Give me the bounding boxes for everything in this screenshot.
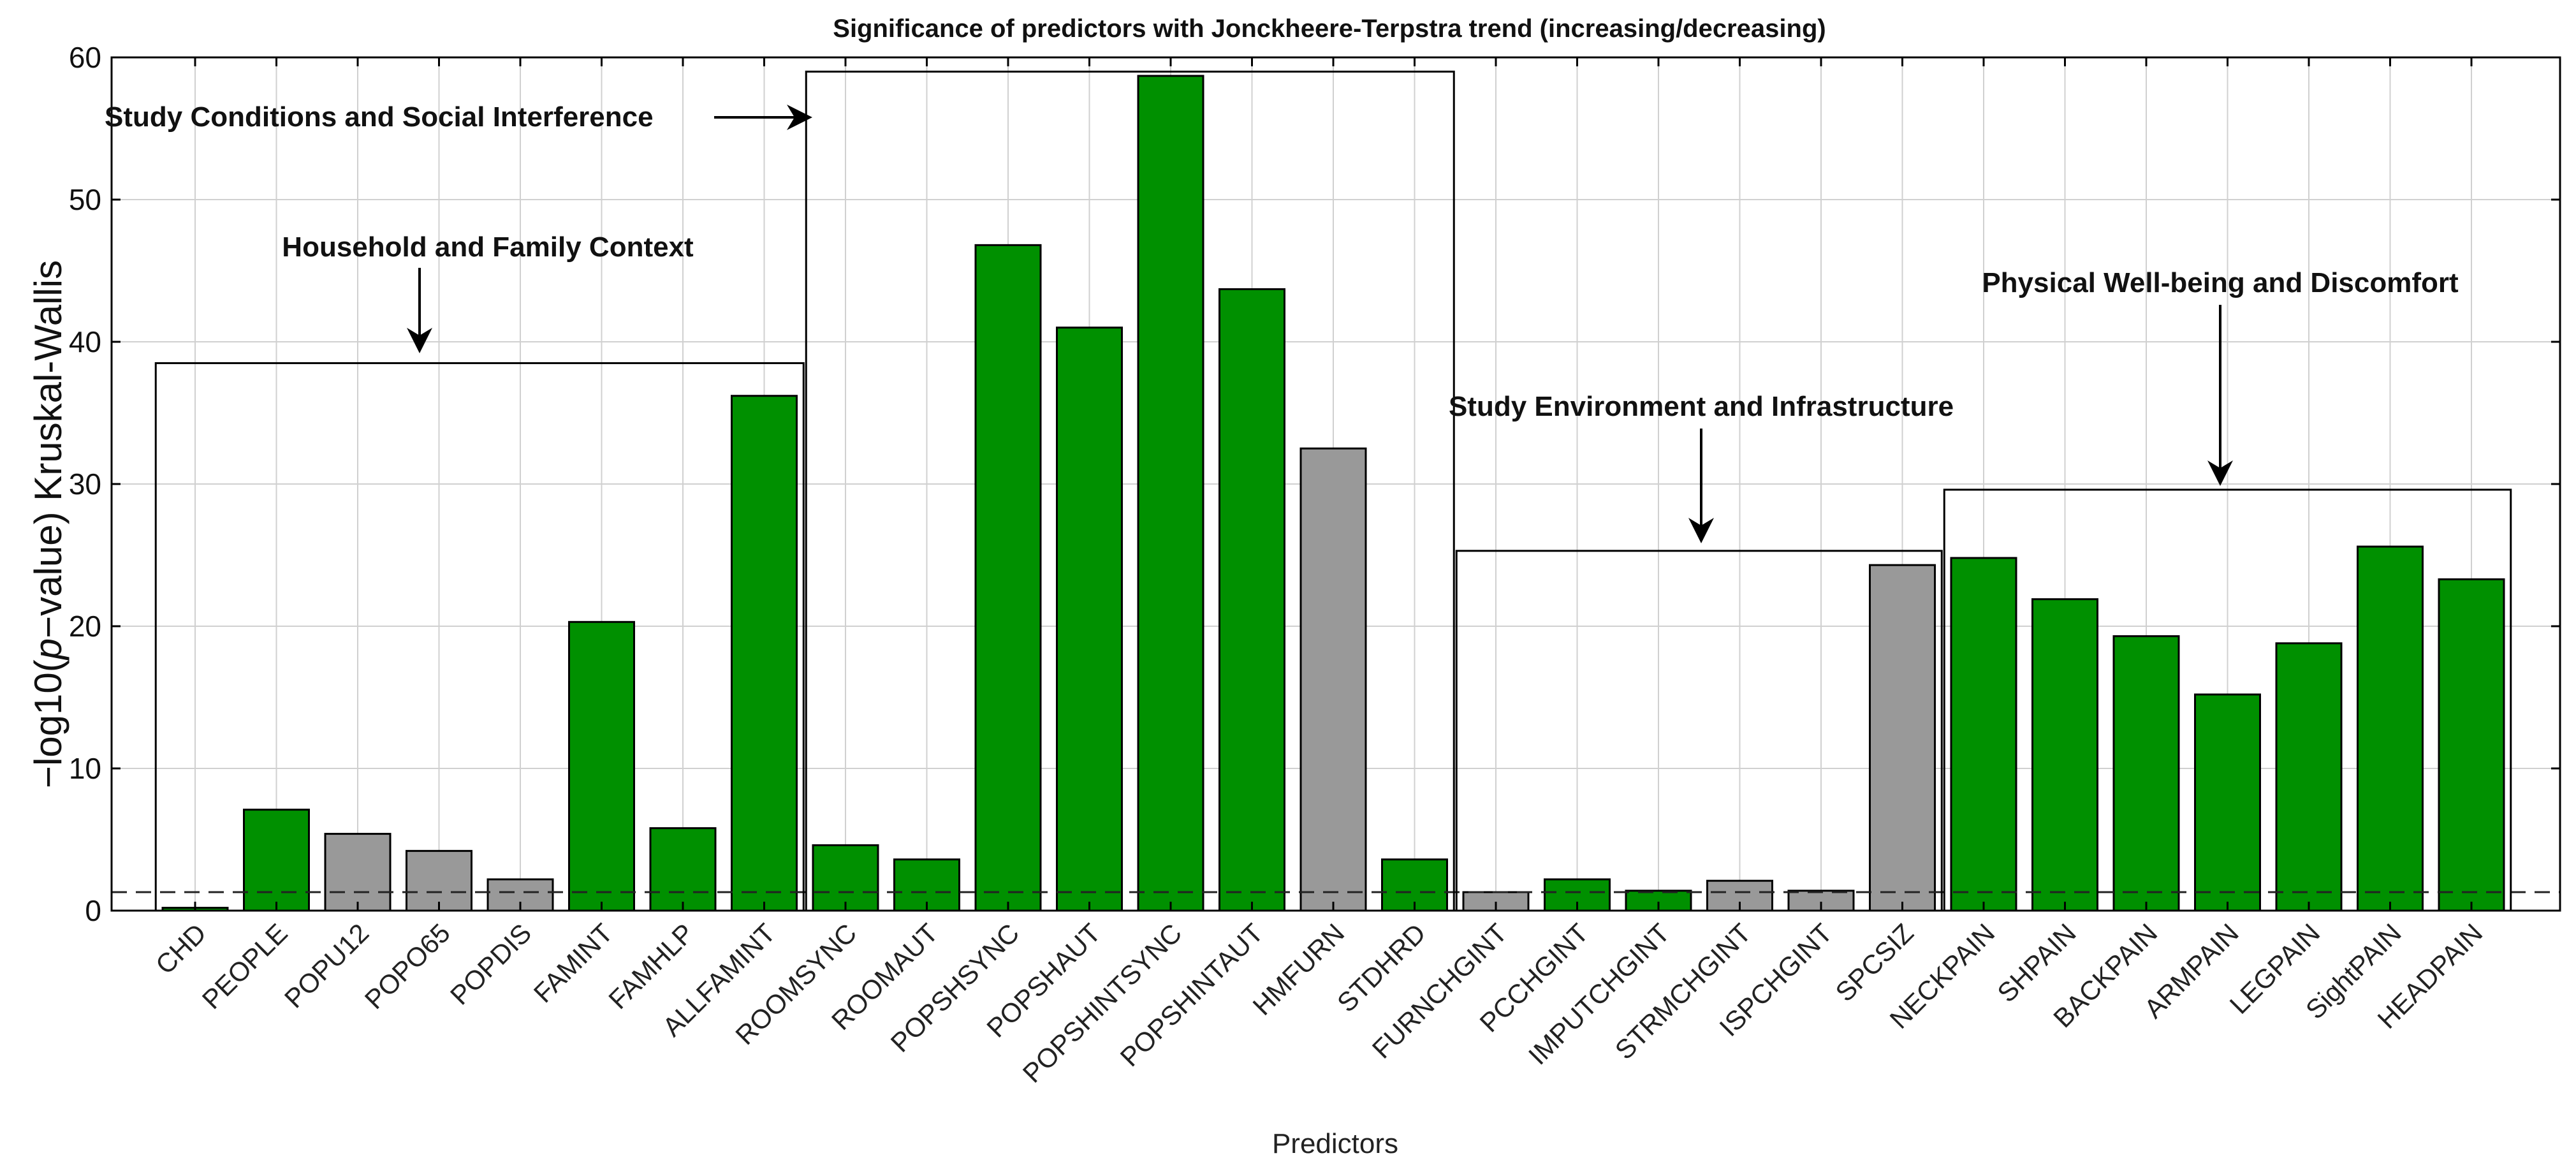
bar-people bbox=[243, 809, 310, 912]
bar-headpain bbox=[2438, 578, 2505, 912]
bar-popshaut bbox=[1056, 327, 1123, 912]
bar-spcsiz bbox=[1869, 564, 1936, 912]
bar-hmfurn bbox=[1299, 447, 1367, 912]
x-tick-label: POPDIS bbox=[444, 918, 537, 1010]
bar-backpain bbox=[2112, 635, 2180, 912]
y-axis-label: −log10(p−value) Kruskal-Wallis bbox=[27, 260, 70, 788]
bar-legpain bbox=[2275, 642, 2343, 912]
x-tick-label: POPU12 bbox=[279, 918, 374, 1013]
y-tick-label: 30 bbox=[69, 467, 101, 501]
bar-armpain bbox=[2194, 693, 2261, 912]
bar-famhlp bbox=[649, 827, 717, 912]
group-label: Study Environment and Infrastructure bbox=[1449, 391, 1954, 422]
bar-popu12 bbox=[324, 833, 392, 912]
y-tick-label: 20 bbox=[69, 610, 101, 643]
bar-popshintaut bbox=[1218, 288, 1285, 912]
y-axis-label-prefix: −log10( bbox=[27, 659, 70, 788]
bar-allfamint bbox=[731, 395, 798, 912]
x-axis-label: Predictors bbox=[1272, 1128, 1398, 1159]
bar-famint bbox=[568, 620, 635, 912]
group-label: Physical Well-being and Discomfort bbox=[1982, 267, 2459, 298]
x-tick-label: POPSHINTAUT bbox=[1115, 918, 1269, 1072]
group-box bbox=[154, 362, 805, 912]
y-tick-label: 0 bbox=[85, 894, 101, 927]
y-tick-label: 10 bbox=[69, 752, 101, 785]
group-label: Study Conditions and Social Interference bbox=[105, 101, 654, 133]
bar-sightpain bbox=[2357, 545, 2424, 912]
x-tick-label: IMPUTCHGINT bbox=[1523, 918, 1675, 1070]
y-axis-label-suffix: −value) Kruskal-Wallis bbox=[27, 260, 70, 638]
plot-area: 0 10 20 30 40 50 60 CHDPEOPLEPOPU12POPO65POPDIS… bbox=[69, 41, 2561, 1089]
x-tick-label: CHD bbox=[150, 918, 212, 980]
bar-popshsync bbox=[974, 244, 1042, 912]
bar-roomsync bbox=[812, 844, 879, 912]
group-box bbox=[1943, 488, 2512, 912]
y-tick-label: 50 bbox=[69, 183, 101, 216]
bar-popshintsync bbox=[1137, 75, 1204, 912]
y-tick-label: 40 bbox=[69, 325, 101, 358]
x-tick-label: POPO65 bbox=[359, 918, 456, 1015]
group-label: Household and Family Context bbox=[282, 231, 694, 263]
x-tick-label: PEOPLE bbox=[196, 918, 293, 1015]
bar-popo65 bbox=[406, 849, 472, 912]
y-tick-label: 60 bbox=[69, 41, 101, 74]
bar-shpain bbox=[2031, 598, 2098, 912]
bar-neckpain bbox=[1950, 557, 2017, 912]
chart-title: Significance of predictors with Jonckhee… bbox=[833, 15, 1826, 43]
y-axis-label-p: p bbox=[27, 638, 70, 661]
group-box bbox=[805, 70, 1455, 912]
group-box bbox=[1455, 550, 1943, 912]
